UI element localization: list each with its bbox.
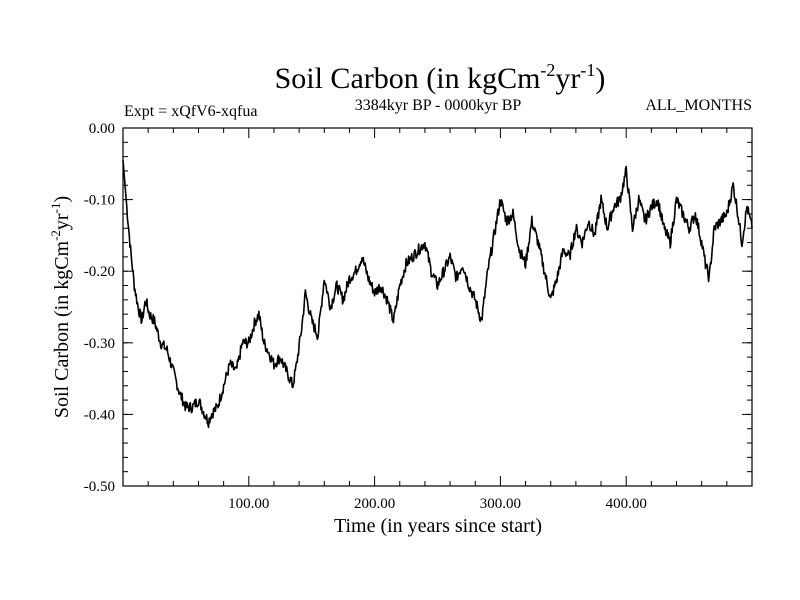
y-tick-label: -0.10 [84, 193, 115, 209]
series-group [122, 160, 753, 429]
plot-frame [122, 127, 753, 487]
x-tick-label: 400.00 [606, 496, 647, 512]
y-tick-label: -0.50 [84, 479, 115, 495]
x-tick-label: 200.00 [354, 496, 395, 512]
series-line-soil-carbon [122, 160, 753, 429]
y-tick-label: 0.00 [89, 121, 115, 137]
axes: 0.00 -0.10 -0.20 -0.30 -0.40 -0.50 100.00 200.0… [84, 121, 752, 512]
y-tick-label: -0.30 [84, 336, 115, 352]
x-axis-label: Time (in years since start) [334, 515, 542, 537]
y-axis-label: Soil Carbon (in kgCm-2yr-1) [48, 196, 73, 418]
experiment-label: Expt = xQfV6-xqfua [124, 103, 257, 120]
y-tick-label: -0.20 [84, 264, 115, 280]
chart-title: Soil Carbon (in kgCm-2yr-1) [275, 60, 606, 95]
time-range-label: 3384kyr BP - 0000kyr BP [355, 97, 522, 114]
x-tick-label: 100.00 [228, 496, 269, 512]
months-label: ALL_MONTHS [645, 97, 752, 114]
y-tick-label: -0.40 [84, 407, 115, 423]
x-tick-label: 300.00 [480, 496, 521, 512]
